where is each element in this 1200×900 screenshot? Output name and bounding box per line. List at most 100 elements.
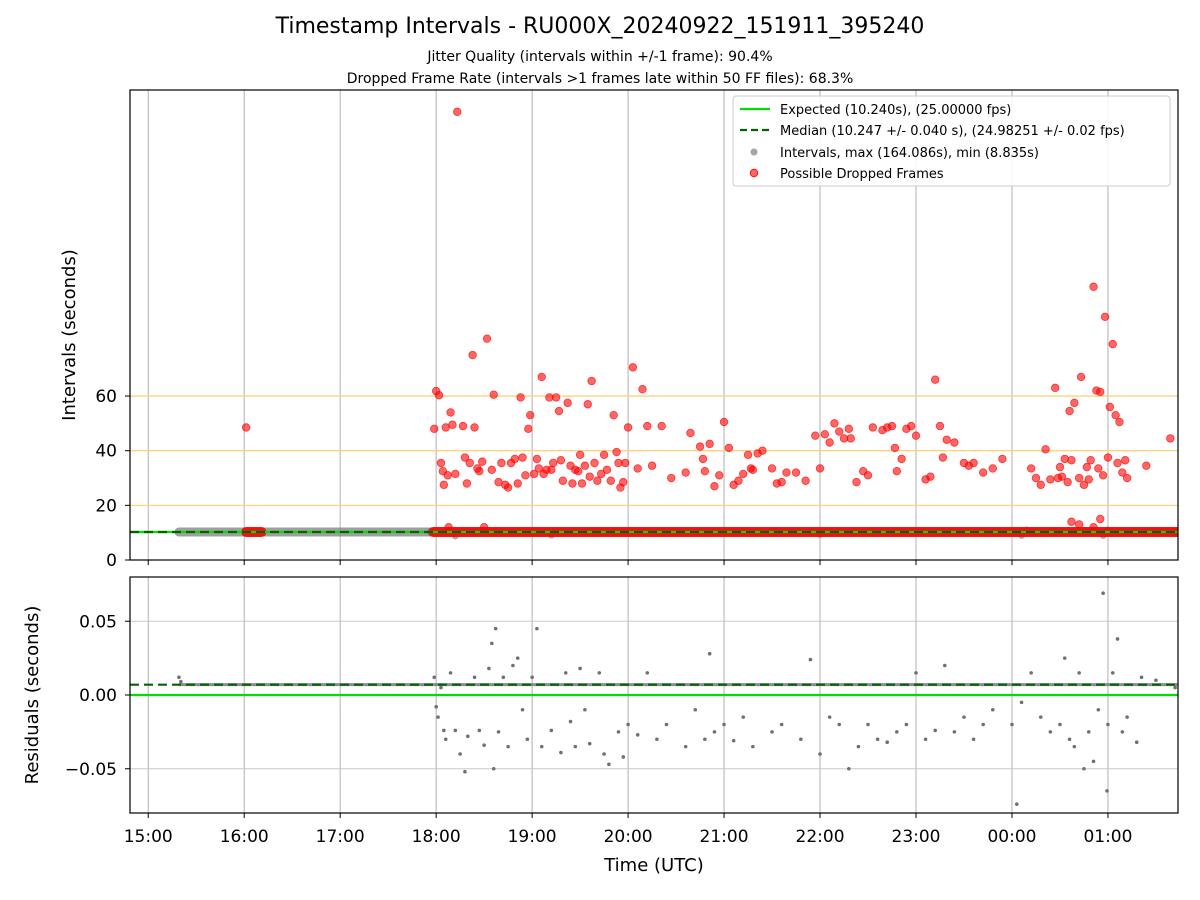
dropped-point-128: [926, 472, 935, 481]
dropped-point-82: [686, 428, 695, 438]
dropped-point-155: [1076, 372, 1086, 382]
residual-point-65: [856, 744, 861, 749]
dropped-point-96: [748, 465, 758, 475]
dropped-point-170: [1113, 458, 1122, 468]
dropped-point-56: [577, 479, 587, 488]
dropped-point-16: [465, 458, 474, 468]
dropped-point-22: [482, 334, 492, 343]
dropped-point-157: [1082, 462, 1092, 472]
residual-point-55: [741, 715, 746, 719]
dropped-point-61: [590, 458, 599, 468]
residual-point-23: [511, 663, 515, 668]
residual-point-4: [436, 715, 440, 719]
residual-point-86: [1058, 722, 1062, 727]
dropped-point-99: [767, 464, 777, 473]
dropped-point-130: [935, 421, 945, 431]
residual-point-27: [530, 675, 534, 680]
dropped-point-28: [503, 483, 513, 492]
dropped-point-83: [695, 442, 705, 451]
residual-point-22: [506, 744, 510, 749]
dropped-point-49: [558, 476, 568, 485]
dropped-point-93: [739, 469, 748, 479]
dropped-point-72: [621, 458, 630, 468]
dropped-point-133: [950, 438, 959, 447]
dropped-point-120: [887, 421, 897, 431]
dropped-point-57: [580, 461, 590, 470]
residual-point-13: [472, 675, 477, 680]
dropped-point-78: [647, 461, 657, 470]
dropped-point-89: [719, 417, 729, 427]
residual-point-48: [683, 744, 688, 749]
dropped-point-1: [453, 107, 462, 117]
dropped-point-14: [460, 453, 470, 462]
intervals-plot-area: [130, 107, 1178, 540]
residual-point-25: [520, 707, 525, 712]
residual-point-5: [439, 685, 443, 690]
residual-point-77: [971, 737, 976, 742]
dropped-point-151: [1065, 406, 1074, 416]
residual-point-44: [635, 733, 640, 737]
dropped-point-88: [715, 471, 724, 480]
dropped-point-36: [525, 410, 535, 420]
residual-point-12: [466, 734, 470, 739]
dropped-point-105: [811, 431, 820, 440]
dropped-point-0: [241, 423, 251, 432]
intervals-ytick-label: 40: [95, 442, 117, 462]
dropped-point-60: [587, 376, 596, 386]
residual-point-54: [731, 738, 736, 743]
residual-point-10: [458, 752, 462, 756]
residual-point-71: [914, 671, 918, 675]
dropped-point-21: [478, 457, 487, 466]
dropped-point-24: [489, 390, 498, 399]
residual-point-3: [434, 705, 438, 709]
intervals-ytick-label: 0: [106, 551, 117, 571]
legend-box: [732, 95, 1171, 187]
residual-point-85: [1048, 730, 1053, 734]
dropped-point-33: [518, 453, 527, 462]
residual-point-87: [1062, 656, 1067, 660]
residual-point-30: [549, 728, 554, 733]
residual-point-40: [607, 762, 611, 767]
dropped-point-138: [988, 464, 997, 473]
dropped-point-142: [1036, 480, 1045, 490]
residual-point-9: [453, 728, 458, 733]
intervals-ytick-label: 20: [95, 496, 117, 516]
dropped-point-174: [1122, 473, 1132, 483]
legend-entry-0: Expected (10.240s), (25.00000 fps): [780, 103, 1011, 118]
residual-point-43: [626, 722, 630, 727]
residual-point-28: [535, 626, 539, 631]
dropped-point-84: [698, 454, 708, 464]
residual-point-37: [587, 741, 592, 746]
residual-point-95: [1101, 591, 1105, 596]
residual-point-84: [1038, 715, 1043, 719]
dropped-point-48: [556, 456, 566, 465]
residual-point-24: [515, 656, 520, 660]
residual-point-60: [808, 657, 813, 662]
dropped-point-17: [468, 350, 477, 360]
dropped-point-23: [487, 465, 497, 475]
x-tick-label: 00:00: [987, 827, 1036, 847]
dropped-point-59: [585, 472, 594, 481]
residual-point-35: [578, 666, 582, 671]
dropped-point-117: [868, 423, 878, 432]
dropped-point-31: [513, 479, 522, 488]
dropped-point-152: [1067, 456, 1076, 465]
dropped-point-116: [863, 471, 873, 480]
residual-point-80: [1010, 722, 1014, 727]
residual-point-98: [1115, 637, 1120, 641]
residual-point-8: [448, 671, 453, 675]
residual-point-101: [1134, 740, 1139, 744]
residual-point-6: [442, 728, 446, 733]
dropped-point-110: [835, 427, 844, 436]
dropped-point-179: [1096, 514, 1105, 524]
residual-point-63: [837, 722, 842, 727]
residual-point-11: [463, 769, 467, 774]
residual-point-29: [539, 744, 544, 749]
dropped-point-159: [1086, 456, 1095, 465]
dropped-point-150: [1063, 477, 1072, 487]
dropped-point-5: [436, 458, 446, 468]
dropped-point-13: [458, 421, 468, 431]
dropped-point-126: [911, 431, 921, 440]
dropped-point-90: [724, 443, 734, 453]
dropped-point-154: [1074, 473, 1084, 483]
